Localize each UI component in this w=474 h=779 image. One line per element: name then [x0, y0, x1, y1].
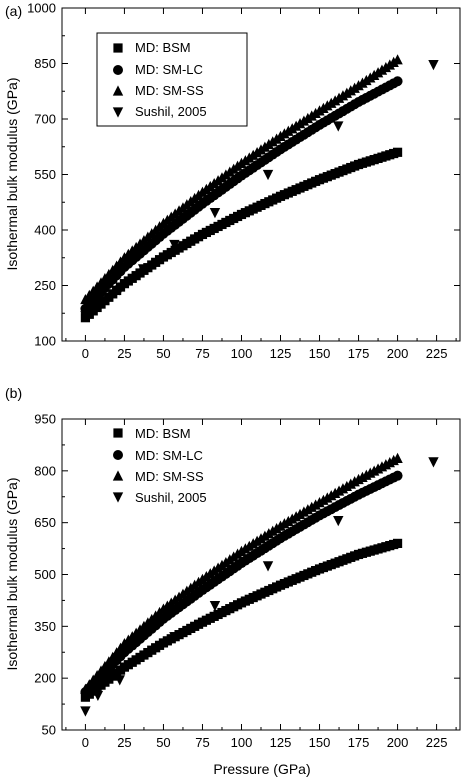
- data-point: [287, 123, 298, 134]
- data-point: [333, 515, 344, 527]
- data-point: [392, 452, 403, 463]
- x-tick-label: 75: [195, 346, 209, 361]
- data-point: [114, 675, 125, 686]
- x-tick-label: 25: [117, 735, 131, 750]
- series-square: [80, 538, 403, 702]
- legend-marker: [113, 450, 123, 460]
- legend: MD: BSM MD: SM-LC MD: SM-SS Sushil, 2005: [96, 32, 248, 127]
- data-point: [209, 208, 221, 219]
- data-point: [428, 60, 439, 71]
- data-point: [333, 121, 344, 132]
- legend-label-sushil: Sushil, 2005: [135, 490, 207, 505]
- x-tick-label: 150: [309, 346, 331, 361]
- x-tick-label: 100: [231, 735, 253, 750]
- x-tick-label: 25: [117, 346, 131, 361]
- series-square: [80, 147, 403, 323]
- legend-marker: [112, 492, 124, 503]
- data-point: [302, 112, 314, 124]
- series-triangle-down: [80, 60, 439, 322]
- x-tick-label: 175: [348, 735, 370, 750]
- legend-label-sm-lc: MD: SM-LC: [135, 62, 203, 77]
- y-tick-label: 350: [34, 619, 56, 634]
- x-tick-label: 125: [270, 346, 292, 361]
- y-tick-label: 650: [34, 515, 56, 530]
- x-tick-label: 150: [309, 735, 331, 750]
- y-tick-label: 850: [34, 56, 56, 71]
- y-tick-label: 700: [34, 112, 56, 127]
- x-axis-label: Pressure (GPa): [213, 761, 310, 777]
- data-point: [262, 169, 274, 181]
- data-point: [169, 239, 180, 251]
- legend-marker: [113, 428, 123, 438]
- legend-label-sushil: Sushil, 2005: [135, 104, 207, 119]
- data-point: [80, 311, 91, 322]
- x-tick-label: 175: [348, 346, 370, 361]
- data-point: [290, 120, 302, 131]
- y-tick-label: 950: [34, 412, 56, 427]
- data-point: [279, 128, 290, 139]
- data-point: [114, 285, 125, 296]
- legend-label-sm-ss: MD: SM-SS: [135, 83, 204, 98]
- legend-marker: [112, 85, 124, 96]
- data-point: [392, 147, 403, 157]
- y-tick-label: 800: [34, 463, 56, 478]
- x-tick-label: 50: [156, 735, 170, 750]
- data-point: [92, 690, 104, 702]
- y-tick-label: 100: [34, 334, 56, 349]
- data-point: [392, 54, 403, 65]
- data-point: [392, 470, 403, 481]
- series-triangle-up: [80, 54, 403, 305]
- legend-marker: [113, 43, 123, 53]
- panel-label: (a): [5, 3, 22, 19]
- legend: MD: BSM MD: SM-LC MD: SM-SS Sushil, 2005: [135, 426, 207, 505]
- legend-label-sm-ss: MD: SM-SS: [135, 469, 204, 484]
- y-tick-label: 1000: [27, 1, 56, 16]
- data-point: [392, 538, 403, 548]
- x-tick-label: 225: [426, 735, 448, 750]
- x-tick-label: 225: [426, 346, 448, 361]
- data-point: [306, 110, 317, 121]
- y-axis-label: Isothermal bulk modulus (GPa): [4, 478, 20, 671]
- x-tick-label: 100: [231, 346, 253, 361]
- x-tick-label: 75: [195, 735, 209, 750]
- legend-marker: [112, 107, 124, 118]
- panel-label: (b): [5, 385, 22, 401]
- data-point: [294, 118, 306, 129]
- data-point: [428, 457, 439, 468]
- x-tick-label: 50: [156, 346, 170, 361]
- y-tick-label: 50: [42, 723, 56, 738]
- series-triangle-down: [80, 457, 439, 717]
- legend-marker: [113, 65, 123, 75]
- y-tick-label: 200: [34, 671, 56, 686]
- y-tick-label: 500: [34, 567, 56, 582]
- data-point: [392, 76, 403, 87]
- legend-label-bsm: MD: BSM: [135, 40, 191, 55]
- panel-b: (b) Isothermal bulk modulus (GPa) Pressu…: [4, 385, 461, 777]
- data-point: [310, 107, 321, 119]
- data-point: [262, 561, 274, 572]
- data-point: [137, 264, 149, 275]
- y-axis-label: Isothermal bulk modulus (GPa): [4, 78, 20, 271]
- data-point: [80, 706, 91, 717]
- plot-frame: [61, 418, 461, 731]
- x-tick-label: 0: [82, 346, 89, 361]
- x-tick-label: 200: [387, 346, 409, 361]
- y-tick-label: 400: [34, 223, 56, 238]
- data-point: [283, 125, 294, 136]
- legend-marker: [112, 470, 124, 481]
- data-point: [169, 632, 180, 643]
- panel-a: (a) Isothermal bulk modulus (GPa) MD: BS…: [4, 1, 461, 361]
- x-tick-label: 200: [387, 735, 409, 750]
- legend-label-bsm: MD: BSM: [135, 426, 191, 441]
- data-point: [275, 130, 286, 141]
- x-tick-label: 125: [270, 735, 292, 750]
- data-point: [298, 115, 310, 126]
- data-point: [209, 601, 221, 612]
- x-tick-label: 0: [82, 735, 89, 750]
- legend-label-sm-lc: MD: SM-LC: [135, 448, 203, 463]
- y-tick-label: 250: [34, 278, 56, 293]
- series-triangle-up: [80, 452, 403, 694]
- y-tick-label: 550: [34, 167, 56, 182]
